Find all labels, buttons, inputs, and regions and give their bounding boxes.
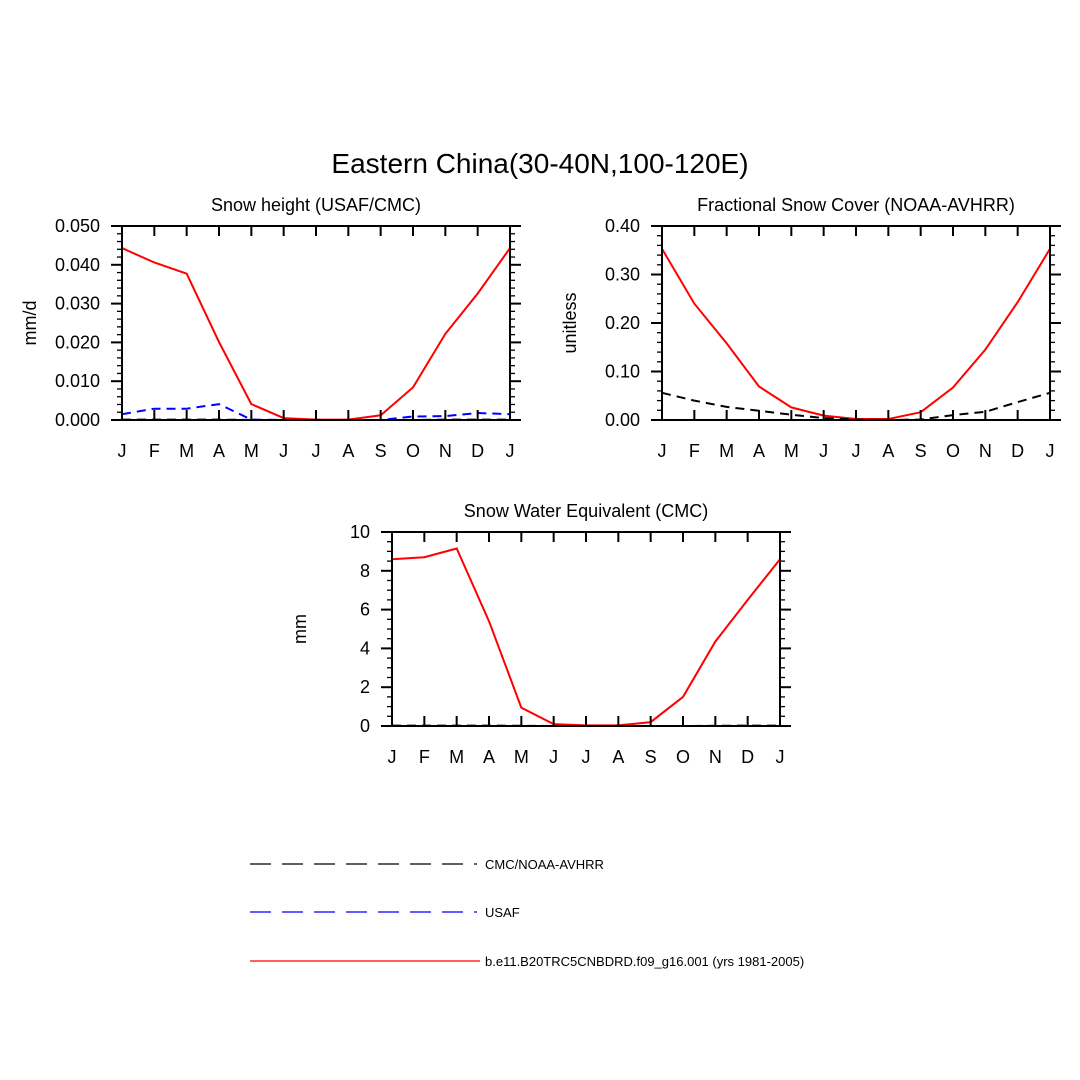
x-tick-label: A [483,747,495,767]
panel-fractional-snow-cover: Fractional Snow Cover (NOAA-AVHRR) unitle… [560,195,1061,461]
x-tick-label: J [506,441,515,461]
x-tick-label: J [776,747,785,767]
x-tick-label: S [375,441,387,461]
y-axis-label: mm [290,614,310,644]
x-tick-label: F [419,747,430,767]
plot-frame [121,225,511,421]
x-tick-label: J [312,441,321,461]
y-tick-label: 2 [360,677,370,697]
legend-label-usaf: USAF [485,905,520,920]
panel-title: Snow Water Equivalent (CMC) [464,501,708,521]
legend: CMC/NOAA-AVHRR USAF b.e11.B20TRC5CNBDRD.… [250,857,804,969]
x-tick-label: J [1046,441,1055,461]
x-tick-label: A [882,441,894,461]
x-tick-label: A [612,747,624,767]
x-tick-label: N [709,747,722,767]
x-tick-label: J [658,441,667,461]
x-tick-label: N [979,441,992,461]
x-tick-label: M [719,441,734,461]
x-tick-label: A [342,441,354,461]
x-tick-label: J [582,747,591,767]
y-tick-label: 8 [360,561,370,581]
x-tick-label: M [179,441,194,461]
y-tick-label: 6 [360,600,370,620]
x-tick-label: M [244,441,259,461]
legend-entry-obs: CMC/NOAA-AVHRR [250,857,604,872]
x-tick-label: M [449,747,464,767]
y-tick-label: 0.020 [55,332,100,352]
y-tick-label: 0.40 [605,216,640,236]
y-axis-label: mm/d [20,301,40,346]
y-tick-label: 4 [360,638,370,658]
y-tick-label: 0.040 [55,255,100,275]
x-tick-label: O [406,441,420,461]
x-tick-label: J [388,747,397,767]
x-tick-label: O [676,747,690,767]
x-tick-label: S [915,441,927,461]
panel-snow-height: Snow height (USAF/CMC)mm/dJ F M A M J J A S O N D J0… [20,195,521,461]
panel-snow-water-equivalent: Snow Water Equivalent (CMC)mmJ F M A M J J A S O N… [290,501,791,767]
series-line-model [121,247,511,421]
y-tick-label: 0.30 [605,265,640,285]
x-tick-label: F [689,441,700,461]
plot-frame [391,531,781,727]
y-tick-label: 0.010 [55,371,100,391]
y-tick-label: 10 [350,522,370,542]
x-tick-label: D [471,441,484,461]
y-tick-label: 0.050 [55,216,100,236]
legend-entry-usaf: USAF [250,905,520,920]
y-tick-label: 0.030 [55,294,100,314]
x-tick-label: J [549,747,558,767]
x-tick-label: A [213,441,225,461]
x-tick-label: M [514,747,529,767]
x-tick-label: J [279,441,288,461]
x-tick-label: F [149,441,160,461]
x-tick-label: D [1011,441,1024,461]
series-line-model [391,547,781,727]
legend-entry-model: b.e11.B20TRC5CNBDRD.f09_g16.001 (yrs 198… [250,954,804,969]
x-tick-label: O [946,441,960,461]
y-tick-label: 0 [360,716,370,736]
x-tick-label: D [741,747,754,767]
y-tick-label: 0.00 [605,410,640,430]
panel-title: Snow height (USAF/CMC) [211,195,421,215]
legend-label-obs: CMC/NOAA-AVHRR [485,857,604,872]
y-tick-label: 0.000 [55,410,100,430]
y-tick-label: 0.20 [605,313,640,333]
x-tick-label: J [118,441,127,461]
x-tick-label: J [819,441,828,461]
x-tick-label: M [784,441,799,461]
y-tick-label: 0.10 [605,362,640,382]
legend-label-model: b.e11.B20TRC5CNBDRD.f09_g16.001 (yrs 198… [485,954,804,969]
panel-title: Fractional Snow Cover (NOAA-AVHRR) [697,195,1015,215]
x-tick-label: J [852,441,861,461]
y-axis-label: unitless [560,292,580,353]
plot-frame [661,225,1051,421]
x-tick-label: S [645,747,657,767]
x-tick-label: N [439,441,452,461]
figure-title: Eastern China(30-40N,100-120E) [331,148,748,179]
series-line-model [661,248,1051,420]
x-tick-label: A [753,441,765,461]
